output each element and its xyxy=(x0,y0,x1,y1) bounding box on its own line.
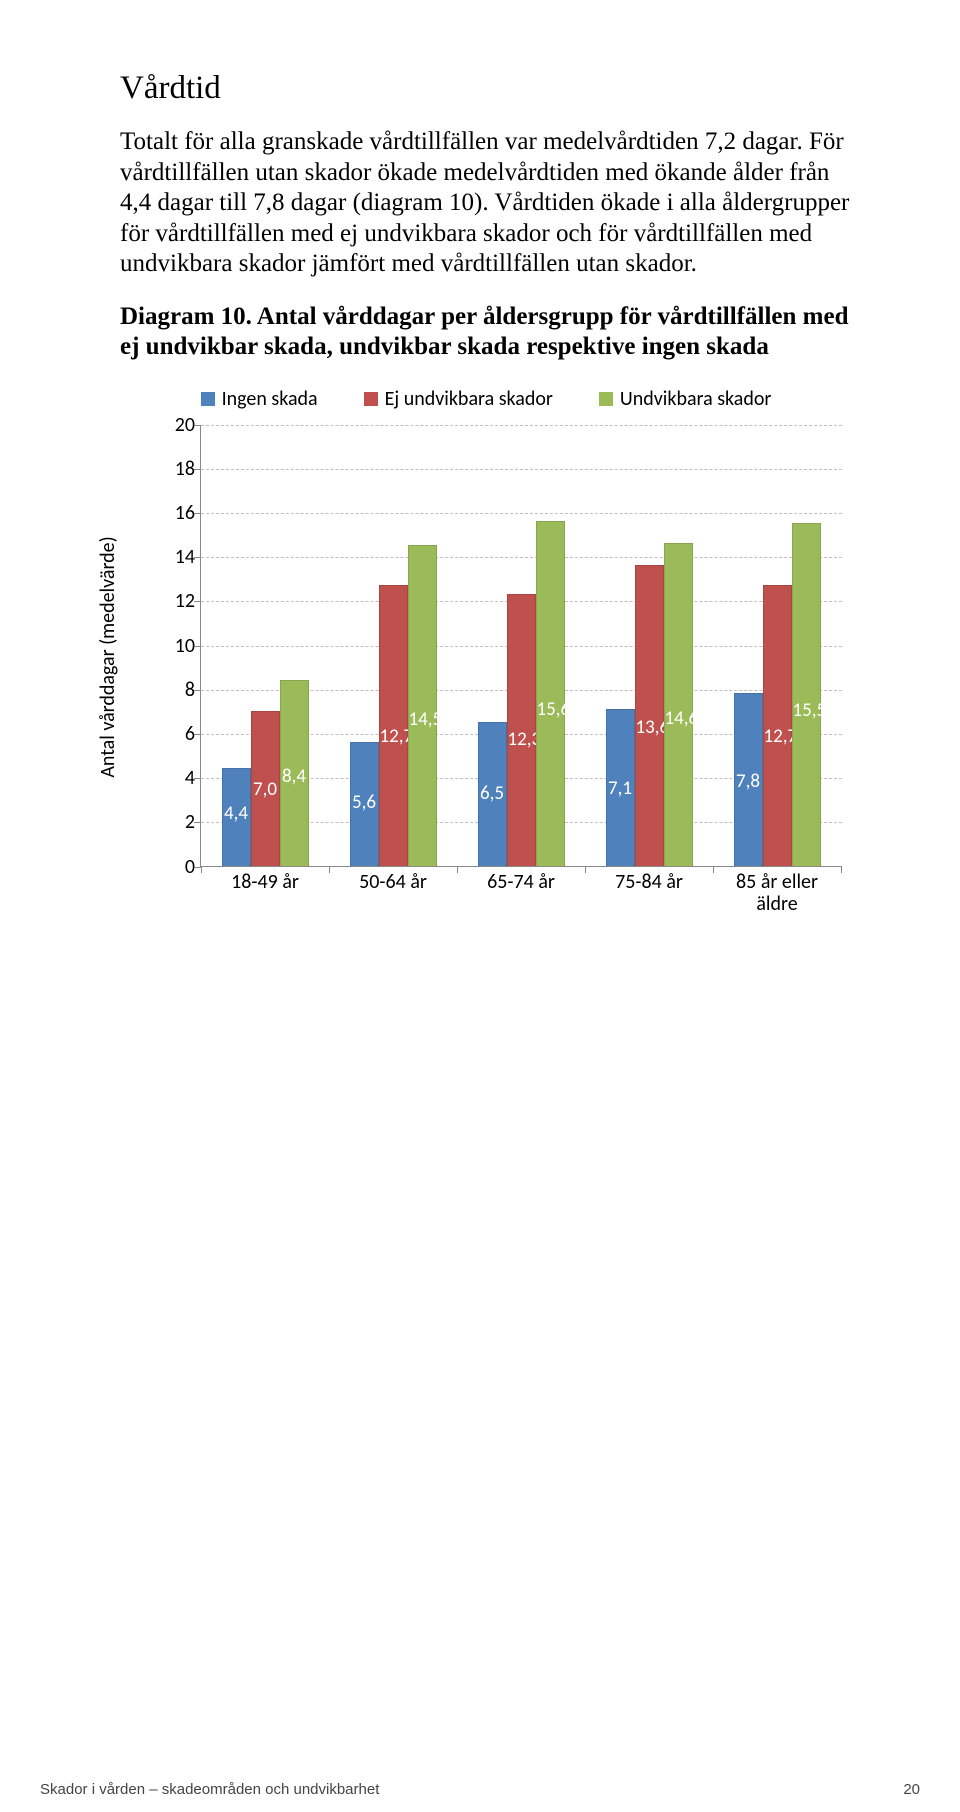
bar: 6,5 xyxy=(478,722,507,866)
y-tick-mark xyxy=(194,646,201,647)
bar-value-label: 15,5 xyxy=(793,699,820,722)
x-tick-mark xyxy=(329,866,330,873)
bar-value-label: 6,5 xyxy=(479,782,506,805)
legend-swatch xyxy=(599,392,613,406)
x-tick-mark xyxy=(457,866,458,873)
section-heading: Vårdtid xyxy=(120,70,854,107)
plot-area: 024681012141618204,47,08,418-49 år5,612,… xyxy=(200,425,842,867)
x-tick-mark xyxy=(713,866,714,873)
bar-group: 7,812,715,5 xyxy=(734,523,821,866)
gridline xyxy=(201,513,842,514)
bar: 12,3 xyxy=(507,594,536,866)
bar-value-label: 12,3 xyxy=(508,728,535,751)
paragraph-1: Totalt för alla granskade vårdtillfällen… xyxy=(120,127,854,280)
legend-label: Ej undvikbara skador xyxy=(385,387,553,411)
x-category-label: 75-84 år xyxy=(615,870,683,894)
footer-text: Skador i vården – skadeområden och undvi… xyxy=(40,1781,379,1798)
y-tick-label: 4 xyxy=(167,766,195,790)
x-tick-mark xyxy=(201,866,202,873)
bar-group: 6,5 12,315,6 xyxy=(478,521,565,866)
y-tick-label: 18 xyxy=(167,457,195,481)
y-tick-mark xyxy=(194,513,201,514)
bar-value-label: 12,7 xyxy=(764,725,791,748)
bar-group: 7,1 13,614,6 xyxy=(606,543,693,866)
x-category-label: 18-49 år xyxy=(231,870,299,894)
x-category-label: 50-64 år xyxy=(359,870,427,894)
chart-caption: Diagram 10. Antal vårddagar per åldersgr… xyxy=(120,302,854,363)
bar: 7,0 xyxy=(251,711,280,866)
bar-value-label: 7,8 xyxy=(735,770,762,793)
y-tick-mark xyxy=(194,867,201,868)
y-tick-mark xyxy=(194,601,201,602)
bar-group: 4,47,08,4 xyxy=(222,680,309,866)
y-tick-mark xyxy=(194,469,201,470)
y-tick-label: 10 xyxy=(167,634,195,658)
bar: 7,1 xyxy=(606,709,635,866)
bar: 15,5 xyxy=(792,523,821,866)
chart-plot: Antal vårddagar (medelvärde) 02468101214… xyxy=(130,419,846,895)
y-tick-label: 8 xyxy=(167,678,195,702)
bar-value-label: 15,6 xyxy=(537,698,564,721)
gridline xyxy=(201,469,842,470)
gridline xyxy=(201,425,842,426)
y-tick-mark xyxy=(194,822,201,823)
legend-label: Ingen skada xyxy=(222,387,318,411)
page-number: 20 xyxy=(903,1781,920,1798)
bar-value-label: 7,1 xyxy=(607,777,634,800)
bar-value-label: 4,4 xyxy=(223,802,250,825)
bar: 12,7 xyxy=(379,585,408,866)
legend-label: Undvikbara skador xyxy=(620,387,772,411)
y-tick-mark xyxy=(194,734,201,735)
bar: 4,4 xyxy=(222,768,251,865)
y-tick-mark xyxy=(194,425,201,426)
bar-value-label: 13,6 xyxy=(636,716,663,739)
page-footer: Skador i vården – skadeområden och undvi… xyxy=(40,1781,920,1798)
bar-value-label: 7,0 xyxy=(252,778,279,801)
y-tick-mark xyxy=(194,557,201,558)
bar: 14,6 xyxy=(664,543,693,866)
bar: 14,5 xyxy=(408,545,437,865)
y-tick-label: 12 xyxy=(167,589,195,613)
legend-swatch xyxy=(201,392,215,406)
bar-value-label: 8,4 xyxy=(281,765,308,788)
bar: 7,8 xyxy=(734,693,763,865)
bar-value-label: 5,6 xyxy=(351,791,378,814)
bar-value-label: 12,7 xyxy=(380,725,407,748)
chart: Ingen skada Ej undvikbara skador Undvikbar… xyxy=(126,387,846,895)
y-tick-label: 14 xyxy=(167,545,195,569)
bar-value-label: 14,5 xyxy=(409,708,436,731)
y-tick-label: 2 xyxy=(167,810,195,834)
legend-swatch xyxy=(364,392,378,406)
bar-group: 5,6 12,714,5 xyxy=(350,545,437,865)
legend-item: Ingen skada xyxy=(201,387,318,411)
x-category-label: 65-74 år xyxy=(487,870,555,894)
bar: 13,6 xyxy=(635,565,664,866)
x-tick-mark xyxy=(841,866,842,873)
y-tick-label: 16 xyxy=(167,501,195,525)
y-tick-mark xyxy=(194,778,201,779)
chart-legend: Ingen skada Ej undvikbara skador Undvikbar… xyxy=(126,387,846,411)
x-category-label: 85 år elleräldre xyxy=(736,872,818,915)
legend-item: Undvikbara skador xyxy=(599,387,772,411)
legend-item: Ej undvikbara skador xyxy=(364,387,553,411)
x-tick-mark xyxy=(585,866,586,873)
y-tick-mark xyxy=(194,690,201,691)
y-tick-label: 6 xyxy=(167,722,195,746)
bar-value-label: 14,6 xyxy=(665,707,692,730)
y-tick-label: 20 xyxy=(167,413,195,437)
y-axis-label: Antal vårddagar (medelvärde) xyxy=(96,536,120,777)
bar: 5,6 xyxy=(350,742,379,866)
y-tick-label: 0 xyxy=(167,855,195,879)
bar: 8,4 xyxy=(280,680,309,866)
bar: 15,6 xyxy=(536,521,565,866)
bar: 12,7 xyxy=(763,585,792,866)
